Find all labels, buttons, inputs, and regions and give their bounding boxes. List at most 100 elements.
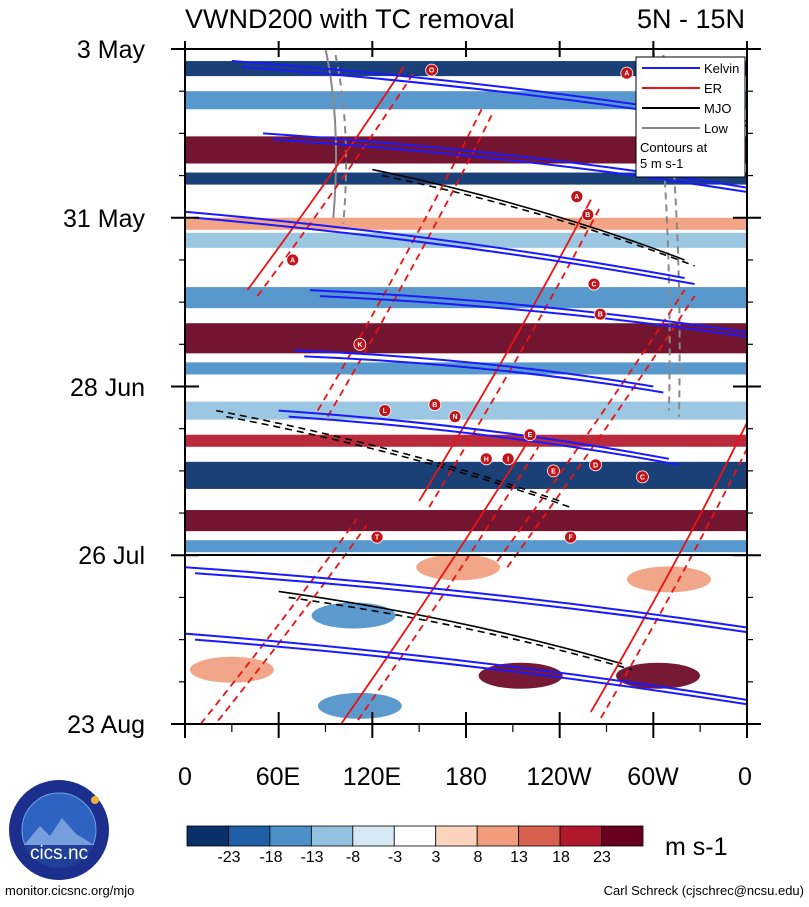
colorbar-tick-label: 18	[552, 849, 570, 866]
anomaly-band	[185, 401, 747, 420]
tc-marker	[425, 63, 439, 77]
anomaly-band	[185, 287, 747, 309]
kelvin-contour	[194, 638, 747, 706]
er-contour	[340, 440, 530, 724]
colorbar-swatch	[269, 825, 312, 847]
anomaly-band	[185, 323, 747, 354]
mjo-contour	[372, 168, 685, 261]
kelvin-contour	[309, 289, 747, 334]
anomaly-blob	[317, 692, 402, 719]
er-contour	[418, 199, 592, 502]
kelvin-contour	[304, 355, 664, 394]
low-contour	[334, 54, 348, 224]
tc-marker	[589, 458, 602, 472]
er-contour	[246, 66, 405, 291]
mjo-contour	[216, 409, 560, 502]
tc-marker-label: C	[640, 474, 645, 481]
chart-title: VWND200 with TC removal	[185, 4, 515, 34]
er-contour	[316, 108, 483, 412]
legend-note-units: 5 m s-1	[640, 156, 683, 171]
low-contours	[324, 49, 681, 417]
tc-marker	[636, 470, 649, 484]
colorbar-swatch	[310, 825, 354, 847]
x-tick-label: 60W	[627, 763, 679, 791]
anomaly-band	[185, 61, 747, 77]
y-tick-label: 23 Aug	[67, 711, 145, 739]
colorbar-swatch	[518, 825, 561, 847]
tc-marker-label: L	[383, 408, 388, 415]
tc-marker	[581, 208, 595, 222]
tc-marker-label: F	[568, 535, 573, 542]
mjo-contour	[278, 590, 623, 665]
mjo-contour	[226, 415, 570, 508]
logo-wordmark: cics.nc	[30, 843, 88, 864]
colorbar-swatch	[393, 825, 437, 847]
cics-logo: cics.nc	[9, 780, 109, 880]
tc-marker	[620, 66, 634, 80]
er-contour	[600, 446, 747, 719]
tc-marker-label: T	[375, 535, 380, 542]
colorbar-swatch	[186, 825, 229, 847]
colorbar-tick-label: -3	[388, 849, 402, 866]
kelvin-contour	[294, 349, 654, 388]
colorbar-units: m s-1	[665, 833, 728, 861]
colorbar-swatch	[476, 825, 520, 847]
kelvin-contour	[319, 295, 747, 338]
legend-label-er: ER	[704, 81, 722, 96]
anomaly-band	[185, 510, 747, 532]
colorbar-swatch	[352, 825, 395, 847]
legend-label-mjo: MJO	[704, 101, 731, 116]
kelvin-contour	[194, 572, 747, 634]
chart-latitude-band: 5N - 15N	[637, 4, 745, 34]
anomaly-blob	[616, 662, 701, 689]
tc-markers: O A A B A C B K L B N E H I E D C T F	[286, 63, 649, 544]
kelvin-contour	[278, 409, 670, 460]
y-tick-label: 26 Jul	[78, 542, 145, 570]
colorbar	[186, 825, 644, 847]
sun-icon	[91, 796, 99, 804]
er-contour	[326, 114, 493, 418]
tc-marker	[523, 428, 537, 442]
colorbar-tick-label: 13	[510, 849, 528, 866]
colorbar-swatch	[601, 825, 644, 847]
tc-marker-label: B	[598, 312, 603, 319]
anomaly-blob	[311, 602, 396, 629]
colorbar-tick-label: -23	[217, 849, 240, 866]
tc-marker	[428, 398, 442, 411]
x-tick-label: 60E	[256, 763, 300, 791]
tc-marker-label: A	[290, 257, 295, 264]
legend-note: Contours at	[640, 140, 708, 155]
er-contour	[199, 518, 358, 724]
anomaly-band	[185, 461, 747, 489]
kelvin-contour	[262, 132, 747, 189]
footer-url: monitor.cicsnc.org/mjo	[5, 883, 134, 898]
tc-marker	[378, 404, 392, 418]
tc-marker-label: E	[528, 432, 533, 439]
tc-marker-label: I	[507, 456, 509, 463]
legend-label-low: Low	[704, 121, 728, 136]
er-contour	[590, 422, 747, 713]
tc-marker-label: N	[453, 414, 458, 421]
colorbar-tick-label: -13	[300, 849, 323, 866]
low-contour	[652, 49, 671, 411]
tc-marker	[587, 277, 601, 291]
anomaly-band	[185, 540, 747, 553]
tc-marker-label: K	[357, 342, 362, 349]
tc-marker-label: A	[574, 194, 579, 201]
kelvin-contour	[194, 216, 695, 286]
low-contour	[324, 49, 338, 218]
colorbar-tick-label: 23	[593, 849, 611, 866]
x-tick-label: 0	[178, 763, 192, 791]
tc-marker	[448, 410, 462, 424]
tc-marker-label: E	[551, 468, 556, 475]
kelvin-contours	[185, 60, 747, 706]
tc-marker-label: B	[585, 212, 590, 219]
anomaly-band	[185, 434, 747, 447]
tc-marker	[479, 452, 493, 466]
x-tick-label: 120W	[526, 763, 592, 791]
er-contours	[199, 66, 747, 724]
tc-marker-label: H	[484, 456, 489, 463]
anomaly-band	[185, 362, 747, 375]
low-contour	[662, 54, 681, 417]
mjo-contours	[216, 168, 695, 671]
